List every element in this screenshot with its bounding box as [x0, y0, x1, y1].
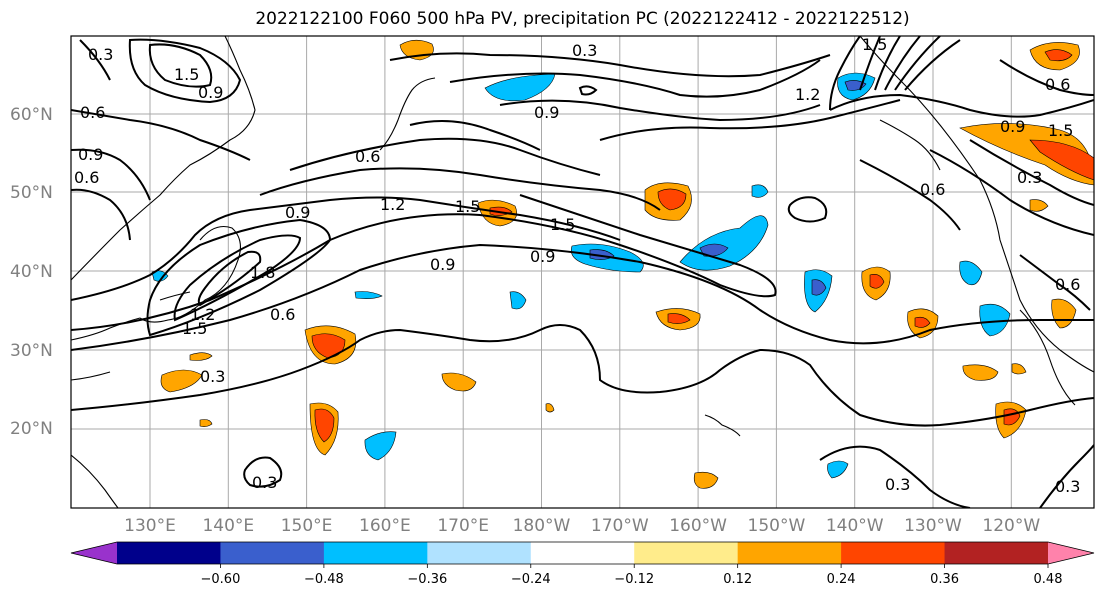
contour-label: 1.2 — [380, 195, 405, 214]
lat-label-20n: 20°N — [10, 419, 53, 439]
pv-contours — [71, 36, 1094, 508]
precip-negative-shading — [151, 72, 1011, 479]
lon-label: 120°W — [982, 516, 1040, 536]
colorbar-segment — [323, 542, 428, 564]
colorbar-tick-label: −0.36 — [407, 572, 447, 587]
lat-label-30n: 30°N — [10, 341, 53, 361]
contour-label: 0.3 — [252, 473, 277, 492]
lon-label: 140°W — [826, 516, 884, 536]
lon-label: 180°W — [513, 516, 571, 536]
colorbar-tick-label: −0.12 — [614, 572, 654, 587]
colorbar-segment — [1048, 542, 1094, 564]
lat-label-50n: 50°N — [10, 183, 53, 203]
lon-label: 130°E — [124, 516, 176, 536]
contour-label: 0.6 — [1055, 275, 1080, 294]
contour-label: 1.5 — [174, 65, 199, 84]
contour-label: 0.9 — [1000, 117, 1025, 136]
contour-label: 1.5 — [1048, 121, 1073, 140]
map-area — [71, 36, 1094, 508]
lon-label: 170°W — [591, 516, 649, 536]
contour-label: 0.9 — [534, 103, 559, 122]
contour-label: 0.3 — [88, 45, 113, 64]
colorbar-outline — [70, 541, 1095, 565]
map-border — [70, 35, 1095, 509]
colorbar-segment — [530, 542, 635, 564]
figure-title: 2022122100 F060 500 hPa PV, precipitatio… — [255, 9, 910, 29]
colorbar-segment — [71, 542, 117, 564]
contour-label: 0.6 — [74, 168, 99, 187]
colorbar-tick-label: −0.48 — [304, 572, 344, 587]
lon-label: 160°W — [669, 516, 727, 536]
colorbar: −0.60 −0.48 −0.36 −0.24 −0.12 0.12 0.24 0.36 0.4… — [70, 541, 1095, 587]
contour-label: 0.9 — [285, 203, 310, 222]
contour-label: 1.5 — [182, 319, 207, 338]
contour-label: 0.3 — [1055, 477, 1080, 496]
contour-label: 0.6 — [1045, 75, 1070, 94]
contour-label: 0.3 — [1017, 168, 1042, 187]
colorbar-segment — [427, 542, 532, 564]
contour-label: 1.8 — [250, 263, 275, 282]
contour-label: 1.5 — [550, 215, 575, 234]
contour-label: 1.2 — [795, 85, 820, 104]
contour-label: 1.5 — [455, 197, 480, 216]
colorbar-segment — [220, 542, 325, 564]
lon-label: 150°W — [748, 516, 806, 536]
contour-label: 0.9 — [530, 247, 555, 266]
colorbar-tick-label: 0.36 — [930, 572, 959, 587]
contour-label: 1.5 — [862, 35, 887, 54]
colorbar-tick-label: −0.24 — [511, 572, 551, 587]
lat-label-40n: 40°N — [10, 262, 53, 282]
contour-label: 0.3 — [572, 41, 597, 60]
contour-label-group: 0.3 1.5 0.9 0.6 0.9 0.6 0.9 1.5 1.2 1.5 … — [74, 35, 1080, 496]
colorbar-segment — [117, 542, 221, 564]
colorbar-tick-label: 0.12 — [723, 572, 752, 587]
contour-label: 0.3 — [200, 367, 225, 386]
longitude-labels: 130°E 140°E 150°E 160°E 170°E 180°W 170°W 160°W… — [124, 516, 1040, 536]
colorbar-segment — [737, 542, 842, 564]
colorbar-segment — [841, 542, 946, 564]
colorbar-tick-label: 0.24 — [827, 572, 856, 587]
contour-label: 0.6 — [920, 180, 945, 199]
lon-label: 150°E — [281, 516, 333, 536]
lon-label: 140°E — [202, 516, 254, 536]
contour-label: 0.3 — [885, 475, 910, 494]
lon-label: 130°W — [904, 516, 962, 536]
contour-label: 0.9 — [78, 145, 103, 164]
lon-label: 160°E — [359, 516, 411, 536]
contour-label: 0.6 — [80, 103, 105, 122]
contour-label: 0.6 — [270, 305, 295, 324]
colorbar-segment — [944, 542, 1049, 564]
lat-label-60n: 60°N — [10, 105, 53, 125]
lon-label: 170°E — [437, 516, 489, 536]
contour-label: 0.9 — [430, 255, 455, 274]
colorbar-segment — [634, 542, 739, 564]
colorbar-tick-label: −0.60 — [201, 572, 241, 587]
contour-label: 0.9 — [198, 83, 223, 102]
contour-label: 1.2 — [190, 305, 215, 324]
colorbar-tick-label: 0.48 — [1034, 572, 1063, 587]
coastlines — [71, 36, 1094, 508]
gridlines — [71, 36, 1094, 508]
latitude-labels: 60°N 50°N 40°N 30°N 20°N — [10, 105, 53, 439]
contour-label: 0.6 — [355, 147, 380, 166]
